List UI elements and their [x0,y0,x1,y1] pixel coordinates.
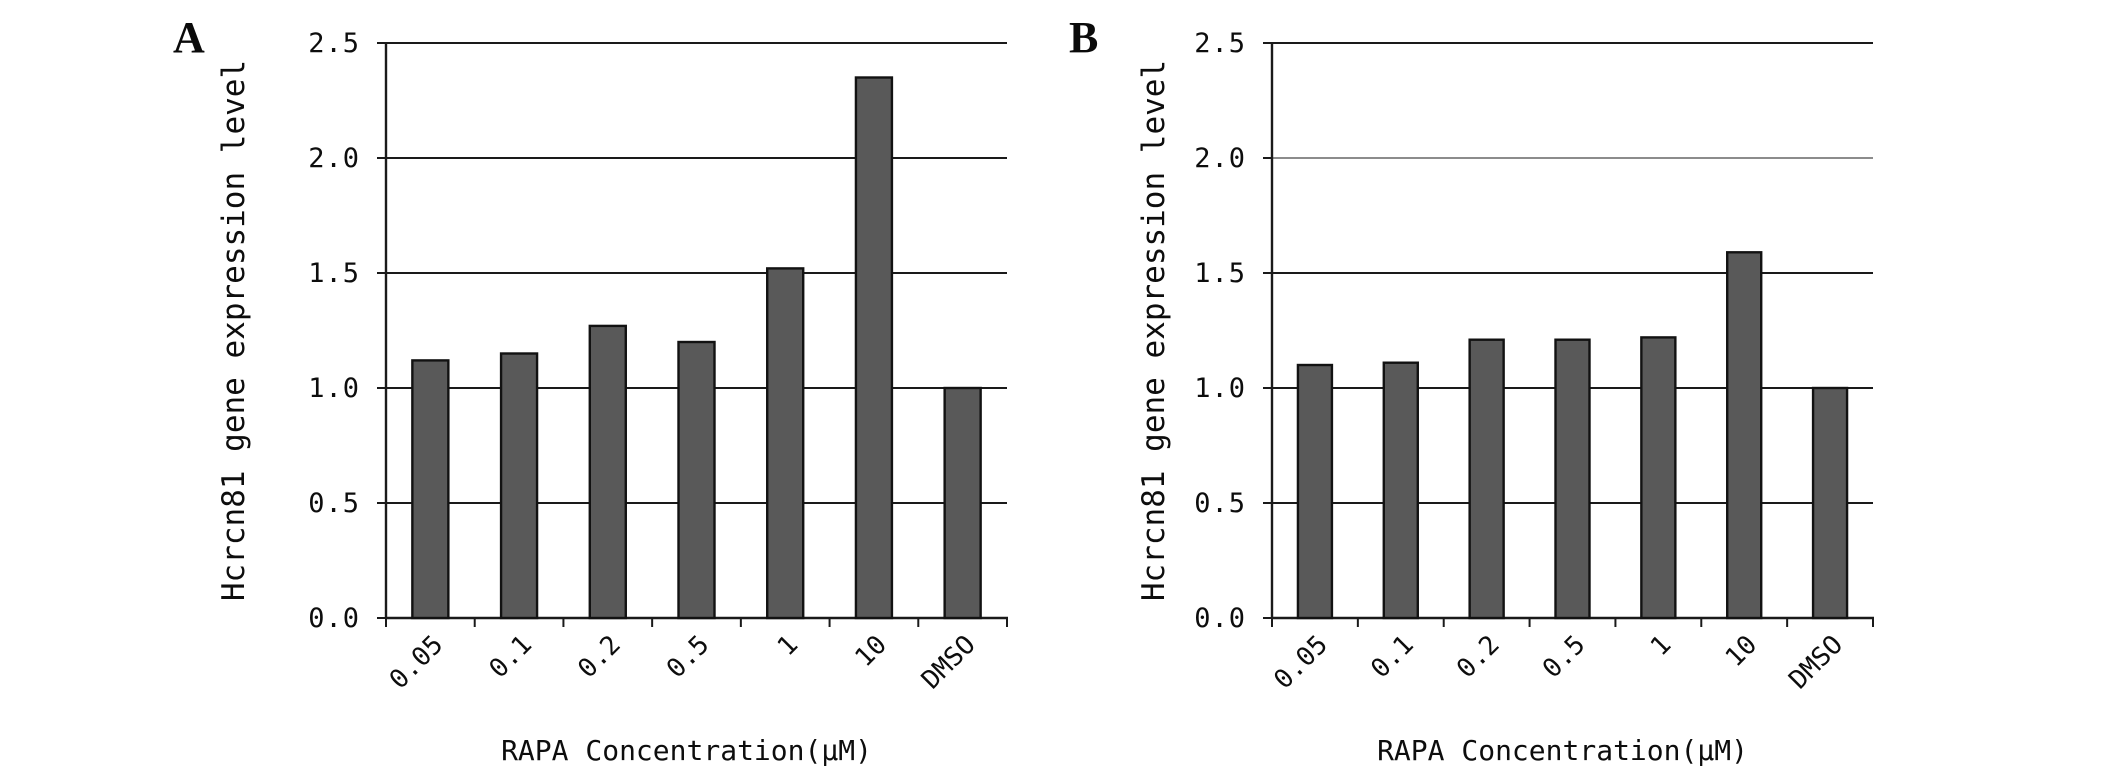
y-tick-label: 0.0 [1194,603,1246,634]
y-axis-title: Hcrcn81 gene expression level [1136,60,1172,601]
panel-a-label: A [173,13,205,62]
x-tick-label: 0.1 [484,630,538,684]
x-tick-label: 0.2 [572,630,626,684]
x-tick-label: 0.05 [1268,630,1333,695]
x-tick-label: 10 [850,630,893,673]
bar [1811,386,1849,620]
bar [1296,363,1334,620]
x-tick-label: 0.5 [661,630,715,684]
bar [854,76,894,620]
y-tick-label: 2.0 [308,143,360,174]
y-tick-label: 2.5 [308,28,360,59]
bar [943,386,982,620]
y-tick-label: 0.5 [308,488,360,519]
panel-b-label: B [1069,13,1099,62]
bar [411,359,450,620]
y-tick-label: 0.5 [1194,488,1246,519]
x-axis-title: RAPA Concentration(μM) [1377,734,1748,767]
x-tick-label: DMSO [1784,630,1849,695]
x-tick-label: 1 [772,630,804,662]
bar [1554,338,1591,620]
y-tick-label: 0.0 [308,603,360,634]
y-tick-label: 1.0 [308,373,360,404]
x-tick-label: 0.1 [1365,630,1419,684]
bar [766,267,805,620]
bar [1726,251,1763,620]
y-tick-label: 2.5 [1194,28,1246,59]
x-tick-label: 10 [1720,630,1763,673]
bar [588,324,627,620]
x-tick-label: 1 [1645,630,1677,662]
bar [677,340,716,620]
y-axis-title: Hcrcn81 gene expression level [216,60,252,601]
x-tick-label: 0.5 [1537,630,1591,684]
bar [1640,336,1677,620]
x-axis-title: RAPA Concentration(μM) [501,734,872,767]
x-tick-label: DMSO [916,630,981,695]
bar [1468,338,1505,620]
bar [1382,361,1419,620]
y-tick-label: 1.0 [1194,373,1246,404]
x-tick-label: 0.05 [384,630,449,695]
y-tick-label: 1.5 [1194,258,1246,289]
y-tick-label: 2.0 [1194,143,1246,174]
y-tick-label: 1.5 [308,258,360,289]
x-tick-label: 0.2 [1451,630,1505,684]
bar [499,352,539,620]
